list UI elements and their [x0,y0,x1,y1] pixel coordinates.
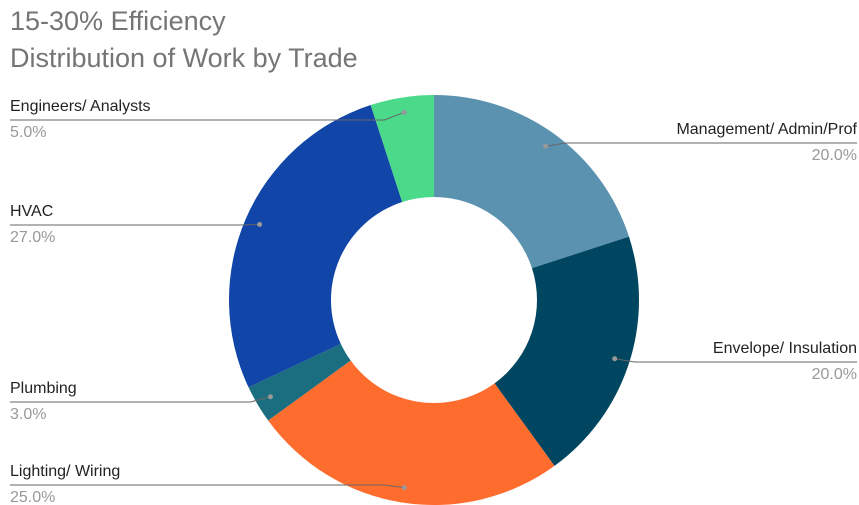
slice-label: Lighting/ Wiring [10,463,120,480]
slice [370,95,434,203]
chart-subtitle: Distribution of Work by Trade [10,43,358,73]
slice-value: 20.0% [812,147,857,164]
leader-dot [401,109,407,115]
leader-dot [401,485,407,491]
slice-label: HVAC [10,203,53,220]
slice-value: 27.0% [10,229,55,246]
slice [494,236,640,466]
chart-title: 15-30% Efficiency [10,6,226,36]
slice-value: 25.0% [10,489,55,505]
slice-value: 5.0% [10,124,46,141]
leader-dot [543,143,549,149]
slice [248,343,351,421]
leader-line [10,396,271,403]
slice-label: Envelope/ Insulation [713,340,857,357]
leader-dot [257,222,263,228]
leader-line [10,111,405,121]
slice [434,95,629,269]
leader-line [545,142,857,147]
leader-line [614,358,857,363]
slice [229,105,403,388]
leader-dot [612,356,618,362]
slice-label: Engineers/ Analysts [10,98,151,115]
slice-label: Plumbing [10,380,77,397]
leader-line [10,484,405,489]
slice-value: 20.0% [812,366,857,383]
slice-label: Management/ Admin/Prof [676,121,857,138]
slice [268,360,555,505]
slice-value: 3.0% [10,406,46,423]
leader-dot [267,394,273,400]
